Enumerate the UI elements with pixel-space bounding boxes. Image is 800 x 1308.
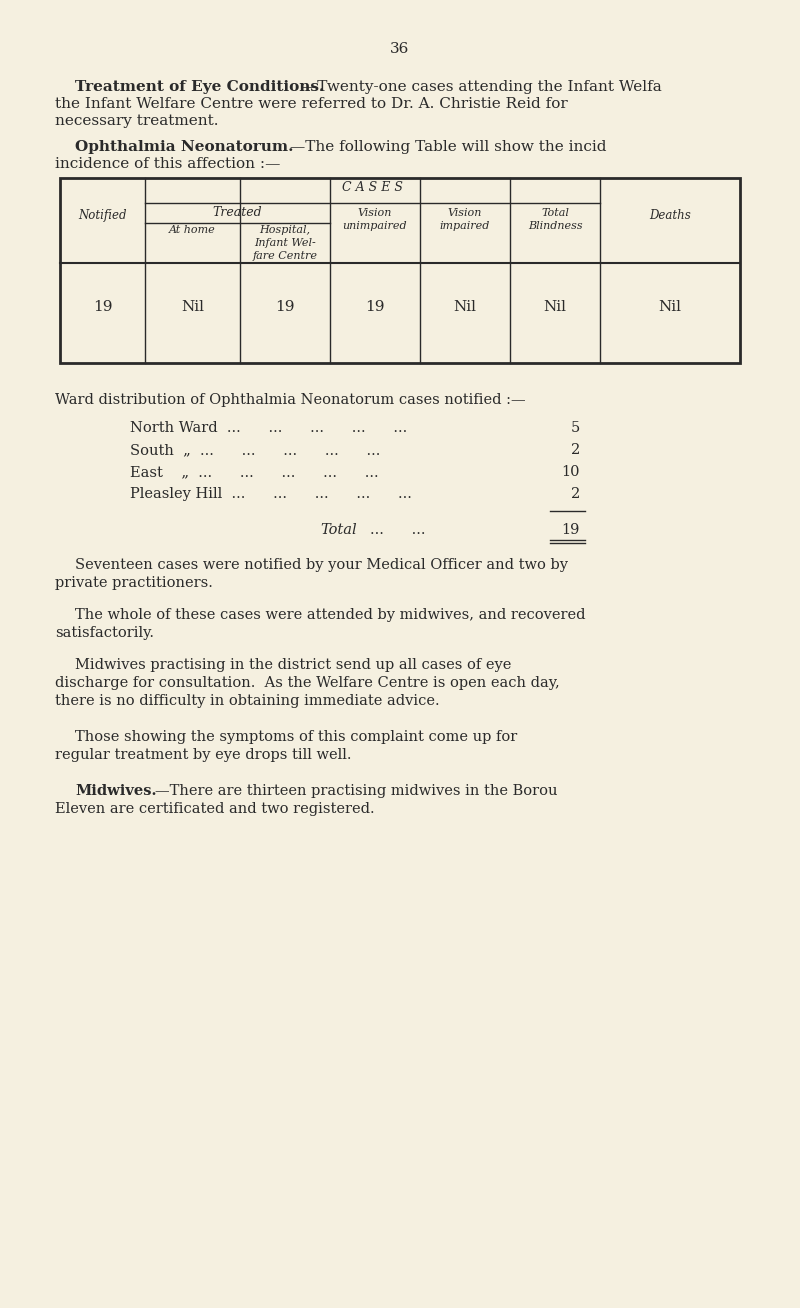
Text: 19: 19: [562, 523, 580, 538]
Bar: [60, 178, 740, 364]
Text: C A S E S: C A S E S: [342, 181, 403, 194]
Text: discharge for consultation.  As the Welfare Centre is open each day,: discharge for consultation. As the Welfa…: [55, 676, 560, 691]
Text: unimpaired: unimpaired: [342, 221, 407, 232]
Text: fare Centre: fare Centre: [253, 251, 318, 262]
Text: satisfactorily.: satisfactorily.: [55, 627, 154, 640]
Text: 19: 19: [366, 300, 385, 314]
Text: private practitioners.: private practitioners.: [55, 576, 213, 590]
Text: Hospital,: Hospital,: [259, 225, 310, 235]
Text: Deaths: Deaths: [649, 209, 691, 222]
Text: 5: 5: [570, 421, 580, 436]
Text: Nil: Nil: [658, 300, 682, 314]
Text: Midwives practising in the district send up all cases of eye: Midwives practising in the district send…: [75, 658, 511, 672]
Text: incidence of this affection :—: incidence of this affection :—: [55, 157, 280, 171]
Text: Treatment of Eye Conditions.: Treatment of Eye Conditions.: [75, 80, 324, 94]
Text: Vision: Vision: [448, 208, 482, 218]
Text: —There are thirteen practising midwives in the Borou: —There are thirteen practising midwives …: [155, 783, 558, 798]
Text: Those showing the symptoms of this complaint come up for: Those showing the symptoms of this compl…: [75, 730, 518, 744]
Text: necessary treatment.: necessary treatment.: [55, 114, 218, 128]
Text: Ward distribution of Ophthalmia Neonatorum cases notified :—: Ward distribution of Ophthalmia Neonator…: [55, 392, 526, 407]
Text: East    „  ...      ...      ...      ...      ...: East „ ... ... ... ... ...: [130, 466, 378, 479]
Text: 2: 2: [570, 487, 580, 501]
Text: Eleven are certificated and two registered.: Eleven are certificated and two register…: [55, 802, 374, 816]
Text: Notified: Notified: [78, 209, 126, 222]
Text: Vision: Vision: [358, 208, 392, 218]
Text: regular treatment by eye drops till well.: regular treatment by eye drops till well…: [55, 748, 351, 763]
Text: —The following Table will show the incid: —The following Table will show the incid: [290, 140, 606, 154]
Text: Total: Total: [541, 208, 569, 218]
Text: ...      ...: ... ...: [370, 523, 426, 538]
Text: South  „  ...      ...      ...      ...      ...: South „ ... ... ... ... ...: [130, 443, 380, 456]
Text: Nil: Nil: [454, 300, 477, 314]
Text: Seventeen cases were notified by your Medical Officer and two by: Seventeen cases were notified by your Me…: [75, 559, 568, 572]
Text: Treated: Treated: [213, 205, 262, 218]
Text: the Infant Welfare Centre were referred to Dr. A. Christie Reid for: the Infant Welfare Centre were referred …: [55, 97, 568, 111]
Text: North Ward  ...      ...      ...      ...      ...: North Ward ... ... ... ... ...: [130, 421, 407, 436]
Text: At home: At home: [169, 225, 216, 235]
Text: Midwives.: Midwives.: [75, 783, 157, 798]
Text: Infant Wel-: Infant Wel-: [254, 238, 316, 249]
Text: 2: 2: [570, 443, 580, 456]
Text: Nil: Nil: [181, 300, 204, 314]
Text: Ophthalmia Neonatorum.: Ophthalmia Neonatorum.: [75, 140, 294, 154]
Text: Nil: Nil: [543, 300, 566, 314]
Text: 36: 36: [390, 42, 410, 56]
Text: impaired: impaired: [440, 221, 490, 232]
Text: Total: Total: [320, 523, 357, 538]
Text: 19: 19: [93, 300, 112, 314]
Text: —Twenty-one cases attending the Infant Welfa: —Twenty-one cases attending the Infant W…: [302, 80, 662, 94]
Text: 19: 19: [275, 300, 294, 314]
Text: 10: 10: [562, 466, 580, 479]
Text: The whole of these cases were attended by midwives, and recovered: The whole of these cases were attended b…: [75, 608, 586, 623]
Text: Blindness: Blindness: [528, 221, 582, 232]
Text: there is no difficulty in obtaining immediate advice.: there is no difficulty in obtaining imme…: [55, 695, 440, 708]
Text: Pleasley Hill  ...      ...      ...      ...      ...: Pleasley Hill ... ... ... ... ...: [130, 487, 412, 501]
